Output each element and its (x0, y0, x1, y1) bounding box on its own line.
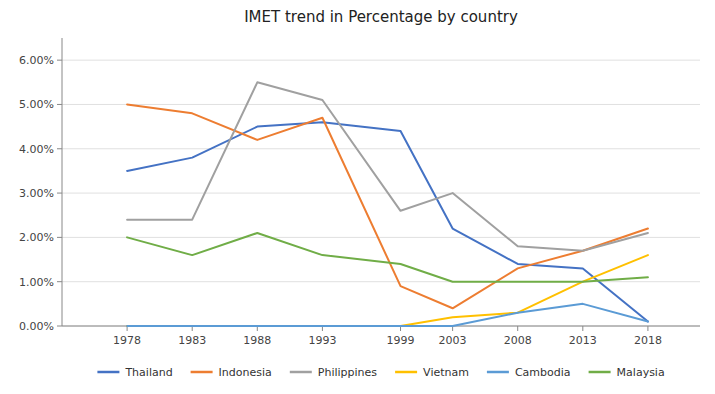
legend-swatch (487, 371, 509, 374)
series-line (127, 82, 648, 250)
legend-swatch (290, 371, 312, 374)
series-line (127, 255, 648, 326)
x-tick-label: 1988 (243, 334, 271, 347)
y-tick (57, 148, 62, 149)
series-line (127, 104, 648, 308)
y-tick-label: 2.00% (19, 231, 54, 244)
legend-label: Philippines (318, 366, 378, 379)
legend-label: Thailand (124, 366, 172, 379)
grid-line (62, 148, 700, 149)
legend: Thailand Indonesia Philippines Vietnam Cambo… (97, 366, 664, 379)
chart: IMET trend in Percentage by country 0.00%… (0, 0, 715, 394)
grid-line (62, 104, 700, 105)
y-tick-label: 6.00% (19, 54, 54, 67)
grid-line (62, 193, 700, 194)
x-tick-label: 2008 (504, 334, 532, 347)
legend-swatch (97, 371, 119, 374)
y-tick (57, 104, 62, 105)
y-tick-label: 3.00% (19, 187, 54, 200)
legend-item: Cambodia (487, 366, 571, 379)
series-line (127, 304, 648, 326)
series-line (127, 233, 648, 282)
legend-item: Vietnam (395, 366, 469, 379)
x-tick (517, 326, 518, 331)
grid (62, 60, 700, 326)
grid-line (62, 237, 700, 238)
legend-item: Malaysia (589, 366, 665, 379)
legend-label: Vietnam (423, 366, 469, 379)
y-tick (57, 193, 62, 194)
y-tick (57, 326, 62, 327)
legend-swatch (191, 371, 213, 374)
legend-label: Malaysia (617, 366, 665, 379)
legend-swatch (589, 371, 611, 374)
y-axis-line (62, 38, 63, 326)
grid-line (62, 60, 700, 61)
x-tick-label: 1978 (113, 334, 141, 347)
x-tick-label: 1999 (387, 334, 415, 347)
legend-item: Philippines (290, 366, 378, 379)
legend-item: Thailand (97, 366, 172, 379)
y-tick-label: 4.00% (19, 143, 54, 156)
y-tick (57, 60, 62, 61)
legend-item: Indonesia (191, 366, 272, 379)
title: IMET trend in Percentage by country (244, 8, 518, 26)
y-tick (57, 281, 62, 282)
y-tick-label: 1.00% (19, 276, 54, 289)
x-tick-label: 1983 (178, 334, 206, 347)
y-tick-label: 5.00% (19, 98, 54, 111)
x-tick-label: 2013 (569, 334, 597, 347)
legend-swatch (395, 371, 417, 374)
y-tick (57, 237, 62, 238)
lines (127, 82, 648, 326)
x-tick (582, 326, 583, 331)
x-tick-label: 1993 (308, 334, 336, 347)
series-line (127, 122, 648, 321)
legend-label: Cambodia (515, 366, 571, 379)
x-tick-label: 2003 (439, 334, 467, 347)
x-tick (647, 326, 648, 331)
x-tick-label: 2018 (634, 334, 662, 347)
grid-line (62, 281, 700, 282)
legend-label: Indonesia (219, 366, 272, 379)
y-tick-label: 0.00% (19, 320, 54, 333)
